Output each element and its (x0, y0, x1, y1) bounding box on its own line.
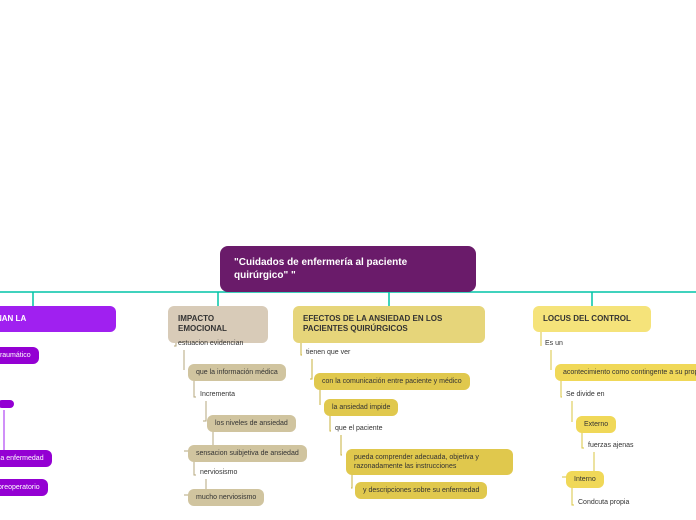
child-pill: mucho nerviosismo (188, 489, 264, 506)
branch-b3: EFECTOS DE LA ANSIEDAD EN LOS PACIENTES … (293, 306, 485, 343)
child-text: que el paciente (335, 425, 382, 432)
child-pill: acontecimiento como contingente a su pro… (555, 364, 696, 381)
child-pill: preoperatorio (0, 479, 48, 496)
child-text: estuacion evidencian (178, 340, 243, 347)
child-pill: los niveles de ansiedad (207, 415, 296, 432)
child-pill: traumático (0, 347, 39, 364)
child-pill: con la comunicación entre paciente y méd… (314, 373, 470, 390)
child-pill: pueda comprender adecuada, objetiva y ra… (346, 449, 513, 475)
child-text: tienen que ver (306, 349, 350, 356)
child-text: fuerzas ajenas (588, 442, 634, 449)
child-text: Condcuta propia (578, 499, 629, 506)
child-pill: y descripciones sobre su enfermedad (355, 482, 487, 499)
child-text: Se divide en (566, 391, 605, 398)
branch-b4: LOCUS DEL CONTROL (533, 306, 651, 332)
branch-b1: DETERMINAN LA (0, 306, 116, 332)
child-text: nerviosismo (200, 469, 237, 476)
child-pill: que la información médica (188, 364, 286, 381)
child-pill: e la enfermedad (0, 450, 52, 467)
root-node: "Cuidados de enfermería al paciente quir… (220, 246, 476, 292)
child-text: Es un (545, 340, 563, 347)
child-pill: sensacion suibjetiva de ansiedad (188, 445, 307, 462)
branch-b2: IMPACTO EMOCIONAL (168, 306, 268, 343)
child-pill: Interno (566, 471, 604, 488)
child-text: Incrementa (200, 391, 235, 398)
child-pill (0, 400, 14, 408)
child-pill: la ansiedad impide (324, 399, 398, 416)
child-pill: Externo (576, 416, 616, 433)
